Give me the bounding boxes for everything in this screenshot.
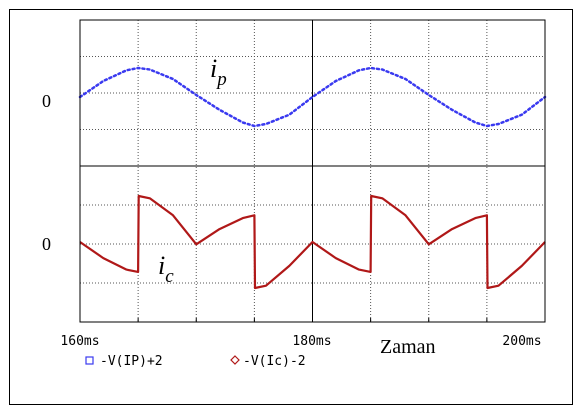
legend-marker-square [85, 356, 94, 365]
x-axis-label: Zaman [380, 336, 436, 358]
upper-zero-label: 0 [42, 91, 51, 111]
figure-frame [9, 9, 573, 405]
plot-lines [78, 66, 547, 290]
ip-series-label: ip [210, 54, 227, 90]
x-tick-label-200: 200ms [502, 334, 541, 349]
ic-series-label: ic [158, 251, 174, 287]
lower-zero-label: 0 [42, 234, 51, 254]
lower-panel-border [79, 165, 546, 323]
legend-ip: -V(IP)+2 [100, 354, 163, 369]
legend-ic: -V(Ic)-2 [243, 354, 306, 369]
series-line-ip [78, 66, 547, 128]
grid-lines [79, 20, 546, 322]
x-tick-label-160: 160ms [60, 334, 99, 349]
legend-marker-diamond [230, 355, 240, 365]
series-line-ic [79, 194, 546, 290]
x-tick-label-180: 180ms [292, 334, 331, 349]
